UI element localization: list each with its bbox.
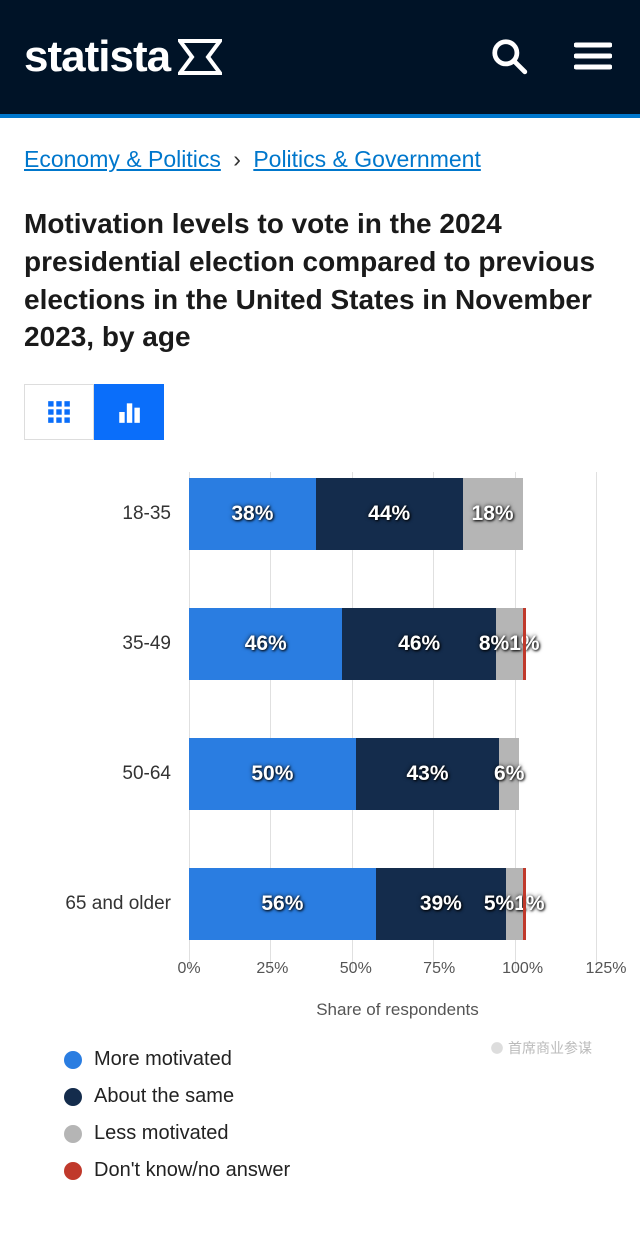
legend-swatch <box>64 1162 82 1180</box>
menu-button[interactable] <box>570 37 616 78</box>
bar-value-label: 50% <box>251 762 293 786</box>
bar-track: 46% 46% 8%1% <box>189 608 606 680</box>
x-axis-tick: 75% <box>423 960 455 978</box>
legend-item[interactable]: Don't know/no answer <box>64 1159 324 1182</box>
legend-item[interactable]: Less motivated <box>64 1122 324 1145</box>
legend-swatch <box>64 1051 82 1069</box>
bar-segment[interactable]: 5%1% <box>506 868 523 940</box>
breadcrumb-link-0[interactable]: Economy & Politics <box>24 146 221 172</box>
bar-segment[interactable] <box>523 608 526 680</box>
bar-segment[interactable]: 18% <box>463 478 523 550</box>
bar-segment[interactable] <box>523 868 526 940</box>
x-axis-tick: 0% <box>177 960 200 978</box>
category-label: 50-64 <box>34 763 189 785</box>
bar-segment[interactable]: 46% <box>189 608 342 680</box>
x-axis-tick: 50% <box>340 960 372 978</box>
bar-value-label: 5%1% <box>484 892 545 916</box>
x-axis-tick: 25% <box>256 960 288 978</box>
bar-segment[interactable]: 50% <box>189 738 356 810</box>
bar-track: 56% 39% 5%1% <box>189 868 606 940</box>
bar-segment[interactable]: 43% <box>356 738 499 810</box>
brand-text: statista <box>24 32 170 82</box>
search-button[interactable] <box>486 33 532 82</box>
search-icon <box>490 37 528 75</box>
bar-value-label: 44% <box>368 502 410 526</box>
legend-label: More motivated <box>94 1048 232 1071</box>
legend-label: Don't know/no answer <box>94 1159 290 1182</box>
brand-mark-icon <box>178 39 222 75</box>
bar-value-label: 6% <box>494 762 524 786</box>
category-label: 18-35 <box>34 503 189 525</box>
bar-segment[interactable]: 56% <box>189 868 376 940</box>
breadcrumb-separator: › <box>233 146 241 172</box>
legend-label: Less motivated <box>94 1122 229 1145</box>
page-content: Economy & Politics › Politics & Governme… <box>0 118 640 1232</box>
chart: 18-35 38% 44% 18% 35-49 46% 46% 8%1% 50-64 50% 43%… <box>24 458 616 1030</box>
header-actions <box>486 33 616 82</box>
view-toggle <box>24 384 616 440</box>
bar-value-label: 39% <box>420 892 462 916</box>
chart-row: 18-35 38% 44% 18% <box>34 478 606 550</box>
bar-segment[interactable]: 8%1% <box>496 608 523 680</box>
bar-segment[interactable]: 46% <box>342 608 495 680</box>
bar-value-label: 56% <box>261 892 303 916</box>
bar-value-label: 18% <box>472 502 514 526</box>
bar-value-label: 43% <box>406 762 448 786</box>
bar-segment[interactable]: 38% <box>189 478 316 550</box>
x-axis: 0%25%50%75%100%125% <box>189 960 606 990</box>
page-title: Motivation levels to vote in the 2024 pr… <box>24 205 616 356</box>
x-axis-tick: 100% <box>502 960 543 978</box>
bar-stack: 46% 46% 8%1% <box>189 608 526 680</box>
bar-stack: 56% 39% 5%1% <box>189 868 526 940</box>
bar-track: 50% 43% 6% <box>189 738 606 810</box>
watermark: 首席商业参谋 <box>490 1038 592 1058</box>
breadcrumb-link-1[interactable]: Politics & Government <box>253 146 481 172</box>
x-axis-label: Share of respondents <box>189 1000 606 1020</box>
legend-swatch <box>64 1088 82 1106</box>
bar-stack: 38% 44% 18% <box>189 478 523 550</box>
bar-track: 38% 44% 18% <box>189 478 606 550</box>
chart-view-button[interactable] <box>94 384 164 440</box>
chart-row: 35-49 46% 46% 8%1% <box>34 608 606 680</box>
x-axis-tick: 125% <box>586 960 627 978</box>
brand-logo[interactable]: statista <box>24 32 222 82</box>
grid-icon <box>46 399 72 425</box>
bar-stack: 50% 43% 6% <box>189 738 519 810</box>
chart-plot: 18-35 38% 44% 18% 35-49 46% 46% 8%1% 50-64 50% 43%… <box>34 478 606 1020</box>
legend-item[interactable]: More motivated <box>64 1048 324 1071</box>
bar-segment[interactable]: 6% <box>499 738 519 810</box>
bar-value-label: 46% <box>245 632 287 656</box>
bar-value-label: 38% <box>231 502 273 526</box>
legend-swatch <box>64 1125 82 1143</box>
bar-segment[interactable]: 44% <box>316 478 463 550</box>
bar-chart-icon <box>116 399 142 425</box>
bar-value-label: 8%1% <box>479 632 540 656</box>
legend-item[interactable]: About the same <box>64 1085 324 1108</box>
category-label: 65 and older <box>34 893 189 915</box>
bar-value-label: 46% <box>398 632 440 656</box>
site-header: statista <box>0 0 640 118</box>
category-label: 35-49 <box>34 633 189 655</box>
hamburger-icon <box>574 41 612 71</box>
table-view-button[interactable] <box>24 384 94 440</box>
chart-row: 50-64 50% 43% 6% <box>34 738 606 810</box>
legend-label: About the same <box>94 1085 234 1108</box>
breadcrumb: Economy & Politics › Politics & Governme… <box>24 146 616 173</box>
chart-row: 65 and older 56% 39% 5%1% <box>34 868 606 940</box>
weibo-icon <box>490 1041 504 1055</box>
